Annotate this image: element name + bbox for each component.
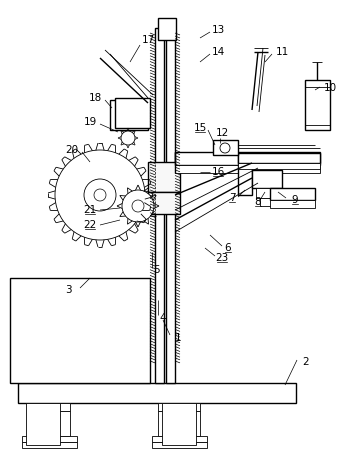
Text: 11: 11 <box>275 47 289 57</box>
Bar <box>18 383 296 403</box>
Circle shape <box>84 179 116 211</box>
Bar <box>158 18 176 40</box>
Text: 19: 19 <box>83 117 97 127</box>
Circle shape <box>121 131 135 145</box>
Bar <box>305 80 330 130</box>
Text: 17: 17 <box>141 35 155 45</box>
Bar <box>260 198 278 206</box>
Bar <box>28 411 70 436</box>
Text: 10: 10 <box>324 83 337 93</box>
Bar <box>158 403 200 411</box>
Bar <box>115 98 150 128</box>
Bar <box>238 163 320 169</box>
Text: 13: 13 <box>211 25 225 35</box>
Circle shape <box>220 143 230 153</box>
Bar <box>213 140 238 155</box>
Bar <box>175 152 320 165</box>
Circle shape <box>122 190 154 222</box>
Bar <box>110 100 148 130</box>
Bar <box>270 188 315 200</box>
Text: 22: 22 <box>83 220 97 230</box>
Text: 18: 18 <box>88 93 102 103</box>
Bar <box>152 436 207 442</box>
Bar <box>22 442 77 448</box>
Bar <box>238 153 252 195</box>
Bar <box>252 170 282 188</box>
Bar <box>155 28 164 383</box>
Text: 21: 21 <box>83 205 97 215</box>
Bar <box>270 200 315 208</box>
Text: 23: 23 <box>215 253 229 263</box>
Text: 9: 9 <box>292 195 298 205</box>
Bar <box>148 192 180 214</box>
Text: 3: 3 <box>65 285 71 295</box>
Text: 5: 5 <box>154 265 160 275</box>
Bar <box>162 403 196 445</box>
Text: 4: 4 <box>160 313 166 323</box>
Circle shape <box>132 200 144 212</box>
Bar <box>148 162 180 192</box>
Bar <box>22 436 77 442</box>
Bar <box>28 403 70 411</box>
Bar <box>152 442 207 448</box>
Circle shape <box>55 150 145 240</box>
Bar <box>175 165 320 173</box>
Text: 7: 7 <box>229 193 235 203</box>
Text: 16: 16 <box>211 167 225 177</box>
Text: 20: 20 <box>66 145 79 155</box>
Text: 14: 14 <box>211 47 225 57</box>
Text: 12: 12 <box>215 128 229 138</box>
Bar <box>10 278 150 383</box>
Circle shape <box>125 111 133 119</box>
Circle shape <box>94 189 106 201</box>
Text: 2: 2 <box>303 357 309 367</box>
Bar <box>166 28 175 383</box>
Text: 1: 1 <box>175 333 181 343</box>
Bar <box>158 411 200 436</box>
Text: 6: 6 <box>225 243 231 253</box>
Bar <box>26 403 60 445</box>
Circle shape <box>120 106 138 124</box>
Bar <box>238 153 320 163</box>
Bar <box>256 188 278 198</box>
Text: 8: 8 <box>255 197 261 207</box>
Text: 15: 15 <box>194 123 207 133</box>
